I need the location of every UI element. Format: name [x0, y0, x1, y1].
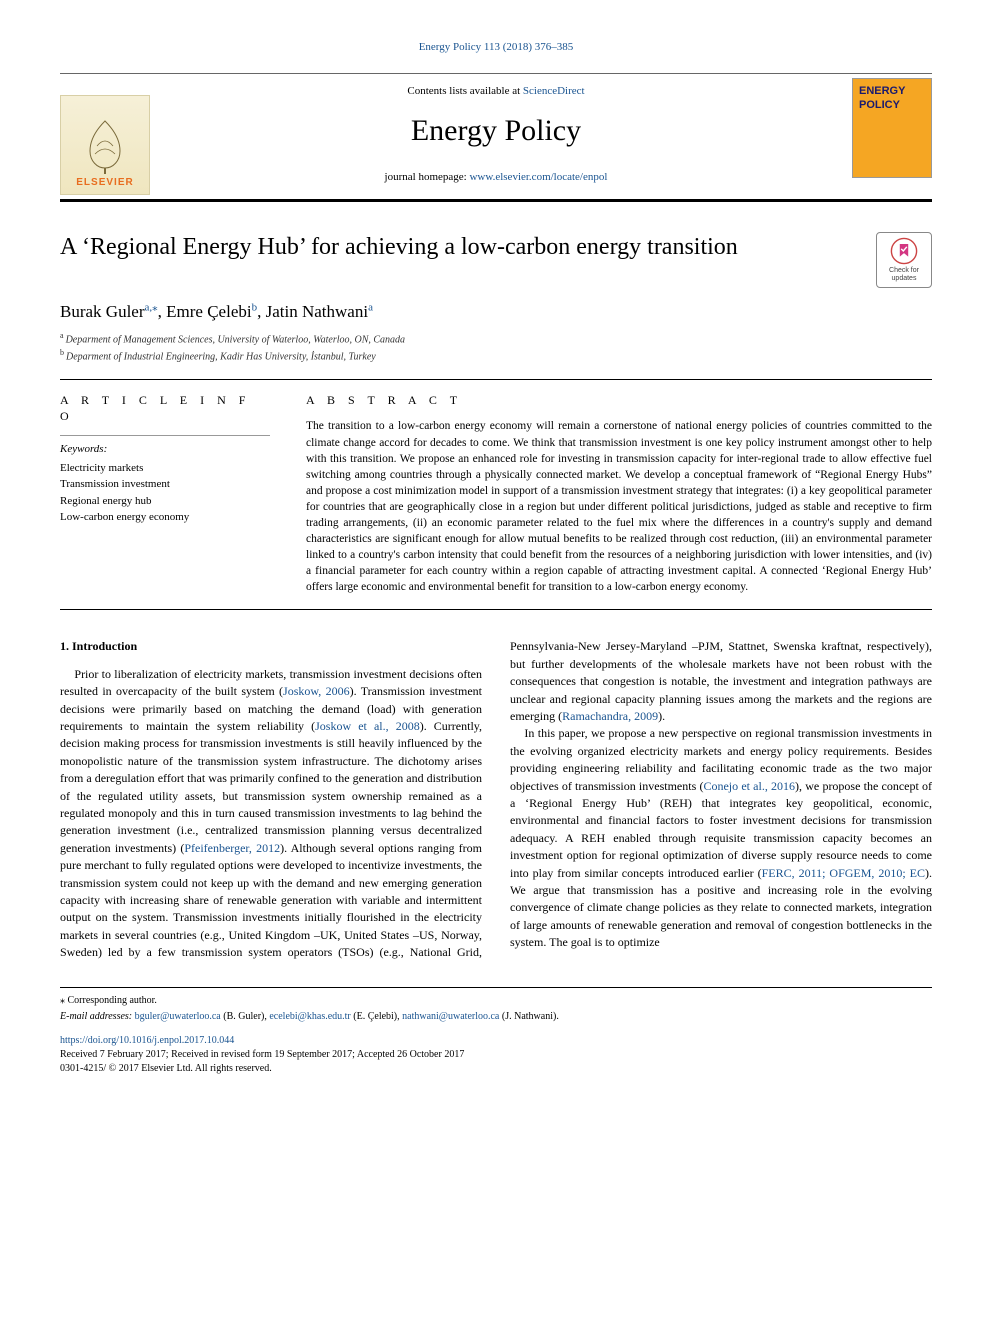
bookmark-check-icon: [890, 237, 918, 265]
cite-pfeifenberger-2012[interactable]: Pfeifenberger, 2012: [184, 841, 280, 855]
article-info-rule: [60, 435, 270, 436]
keyword-1: Electricity markets: [60, 460, 270, 477]
footnotes: ⁎ Corresponding author. E-mail addresses…: [60, 987, 932, 1024]
author-3: Jatin Nathwania: [266, 302, 373, 321]
body-text: 1. Introduction Prior to liberalization …: [60, 638, 932, 961]
elsevier-logo: ELSEVIER: [60, 95, 150, 195]
abstract-head: A B S T R A C T: [306, 392, 932, 409]
homepage-prefix: journal homepage:: [385, 171, 470, 183]
email-line: E-mail addresses: bguler@uwaterloo.ca (B…: [60, 1010, 932, 1024]
doi-link[interactable]: https://doi.org/10.1016/j.enpol.2017.10.…: [60, 1035, 234, 1046]
paper-title: A ‘Regional Energy Hub’ for achieving a …: [60, 232, 856, 263]
copyright-line: 0301-4215/ © 2017 Elsevier Ltd. All righ…: [60, 1063, 272, 1074]
journal-cover-block: ENERGY POLICY: [832, 78, 932, 195]
author-2-affil-link[interactable]: b: [252, 302, 258, 314]
keywords-label: Keywords:: [60, 442, 270, 457]
masthead: ELSEVIER Contents lists available at Sci…: [60, 73, 932, 195]
running-head: Energy Policy 113 (2018) 376–385: [60, 40, 932, 55]
cite-joskow-2006[interactable]: Joskow, 2006: [283, 684, 350, 698]
cite-ferc-ofgem-ec[interactable]: FERC, 2011; OFGEM, 2010; EC: [762, 866, 925, 880]
cover-title-line1: ENERGY: [859, 85, 925, 98]
masthead-rule: [60, 199, 932, 202]
keyword-4: Low-carbon energy economy: [60, 509, 270, 526]
elsevier-tree-icon: [75, 116, 135, 176]
email-guler[interactable]: bguler@uwaterloo.ca: [135, 1011, 221, 1022]
sciencedirect-link[interactable]: ScienceDirect: [523, 85, 585, 97]
author-3-affil-link[interactable]: a: [368, 302, 373, 314]
check-updates-badge[interactable]: Check forupdates: [876, 232, 932, 288]
cite-ramachandra-2009[interactable]: Ramachandra, 2009: [562, 709, 658, 723]
intro-para-2: In this paper, we propose a new perspect…: [510, 725, 932, 951]
author-1: Burak Gulera,⁎: [60, 302, 158, 321]
article-info-head: A R T I C L E I N F O: [60, 392, 270, 426]
author-list: Burak Gulera,⁎, Emre Çelebib, Jatin Nath…: [60, 300, 932, 324]
keyword-2: Transmission investment: [60, 476, 270, 493]
affiliation-b: bDeparment of Industrial Engineering, Ka…: [60, 347, 932, 364]
article-history: Received 7 February 2017; Received in re…: [60, 1049, 464, 1060]
abstract-text: The transition to a low-carbon energy ec…: [306, 418, 932, 595]
abstract-block: A B S T R A C T The transition to a low-…: [306, 392, 932, 596]
corresponding-author-note: ⁎ Corresponding author.: [60, 994, 932, 1008]
doi-block: https://doi.org/10.1016/j.enpol.2017.10.…: [60, 1034, 932, 1076]
author-2: Emre Çelebib: [166, 302, 257, 321]
publisher-logo-block: ELSEVIER: [60, 78, 160, 195]
contents-prefix: Contents lists available at: [407, 85, 522, 97]
cite-conejo-2016[interactable]: Conejo et al., 2016: [703, 779, 795, 793]
cover-title-line2: POLICY: [859, 99, 925, 112]
journal-name: Energy Policy: [170, 110, 822, 152]
journal-cover-thumb: ENERGY POLICY: [852, 78, 932, 178]
email-nathwani[interactable]: nathwani@uwaterloo.ca: [402, 1011, 499, 1022]
running-head-link[interactable]: Energy Policy 113 (2018) 376–385: [419, 41, 574, 53]
affiliation-a: aDeparment of Management Sciences, Unive…: [60, 330, 932, 347]
section-1-head: 1. Introduction: [60, 638, 482, 655]
badge-text: Check forupdates: [889, 267, 919, 282]
keyword-3: Regional energy hub: [60, 493, 270, 510]
author-1-affil-link[interactable]: a,⁎: [145, 302, 158, 314]
section-rule-2: [60, 609, 932, 610]
homepage-line: journal homepage: www.elsevier.com/locat…: [170, 170, 822, 185]
homepage-link[interactable]: www.elsevier.com/locate/enpol: [469, 171, 607, 183]
email-celebi[interactable]: ecelebi@khas.edu.tr: [269, 1011, 350, 1022]
section-rule-1: [60, 379, 932, 380]
contents-line: Contents lists available at ScienceDirec…: [170, 84, 822, 99]
cite-joskow-2008[interactable]: Joskow et al., 2008: [315, 719, 420, 733]
masthead-center: Contents lists available at ScienceDirec…: [160, 78, 832, 195]
elsevier-wordmark: ELSEVIER: [76, 176, 133, 190]
article-info-block: A R T I C L E I N F O Keywords: Electric…: [60, 392, 270, 596]
